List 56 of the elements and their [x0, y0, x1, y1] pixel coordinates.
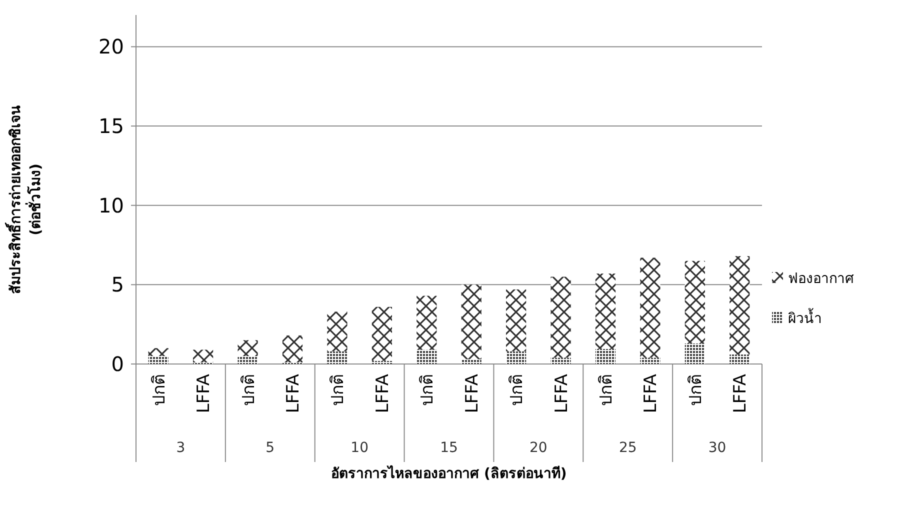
text: 25: [618, 440, 637, 456]
bar: [550, 276, 571, 358]
bar: [595, 348, 616, 364]
x-tick-label: ปกติ: [328, 374, 348, 406]
text: 10: [350, 440, 368, 456]
bar: [238, 356, 258, 364]
bar: [372, 360, 392, 364]
x-tick-label: LFFA: [372, 374, 393, 414]
x-tick-label: ปกติ: [149, 374, 170, 406]
bar: [148, 356, 168, 364]
bar: [148, 348, 168, 356]
legend-label: ฟองอากาศ: [788, 271, 854, 287]
x-tick-label: LFFA: [462, 374, 482, 414]
bar: [595, 274, 616, 349]
bar: [282, 335, 303, 362]
bar: [461, 359, 482, 364]
bar: [730, 354, 750, 364]
y-axis-title: สัมประสิทธิ์การถ่ายเทออกซิเจน (ต่อชั่วโมง): [4, 105, 44, 294]
bar: [506, 289, 526, 352]
text: 5: [266, 440, 275, 456]
bar: [640, 258, 660, 358]
y-tick-label: 15: [98, 114, 124, 138]
bar: [640, 358, 660, 364]
x-tick-label: ปกติ: [238, 374, 259, 406]
x-tick-label: LFFA: [284, 374, 304, 414]
bar: [416, 350, 437, 364]
y-tick-label: 0: [111, 352, 124, 376]
x-tick-label: LFFA: [194, 374, 214, 414]
bar: [730, 256, 750, 354]
x-tick-label: LFFA: [730, 374, 751, 414]
bar: [684, 260, 705, 344]
x-tick-label: ปกติ: [418, 374, 438, 406]
bar: [506, 351, 526, 364]
text: 20: [530, 440, 548, 456]
y-tick-label: 10: [98, 193, 124, 218]
x-tick-label: LFFA: [641, 374, 662, 414]
x-tick-label: ปกติ: [507, 374, 528, 406]
text: 15: [440, 440, 458, 456]
bar: [327, 351, 348, 364]
x-tick-label: LFFA: [552, 374, 572, 414]
x-tick-label: ปกติ: [596, 374, 616, 406]
y-tick-label: 5: [111, 272, 124, 297]
text: 3: [176, 440, 186, 456]
bar: [416, 296, 437, 350]
x-axis-title: อัตราการไหลของอากาศ (ลิตรต่อนาที): [331, 464, 567, 482]
bar: [193, 350, 214, 362]
text: 30: [708, 440, 726, 456]
bar: [550, 358, 571, 364]
bar: [372, 306, 392, 361]
legend-label: ผิวน้ำ: [788, 308, 822, 327]
bar: [684, 343, 705, 364]
bar: [327, 312, 348, 352]
x-tick-label: ปกติ: [686, 374, 706, 406]
bar: [461, 284, 482, 360]
bar: [238, 340, 258, 356]
y-tick-label: 20: [98, 34, 124, 59]
